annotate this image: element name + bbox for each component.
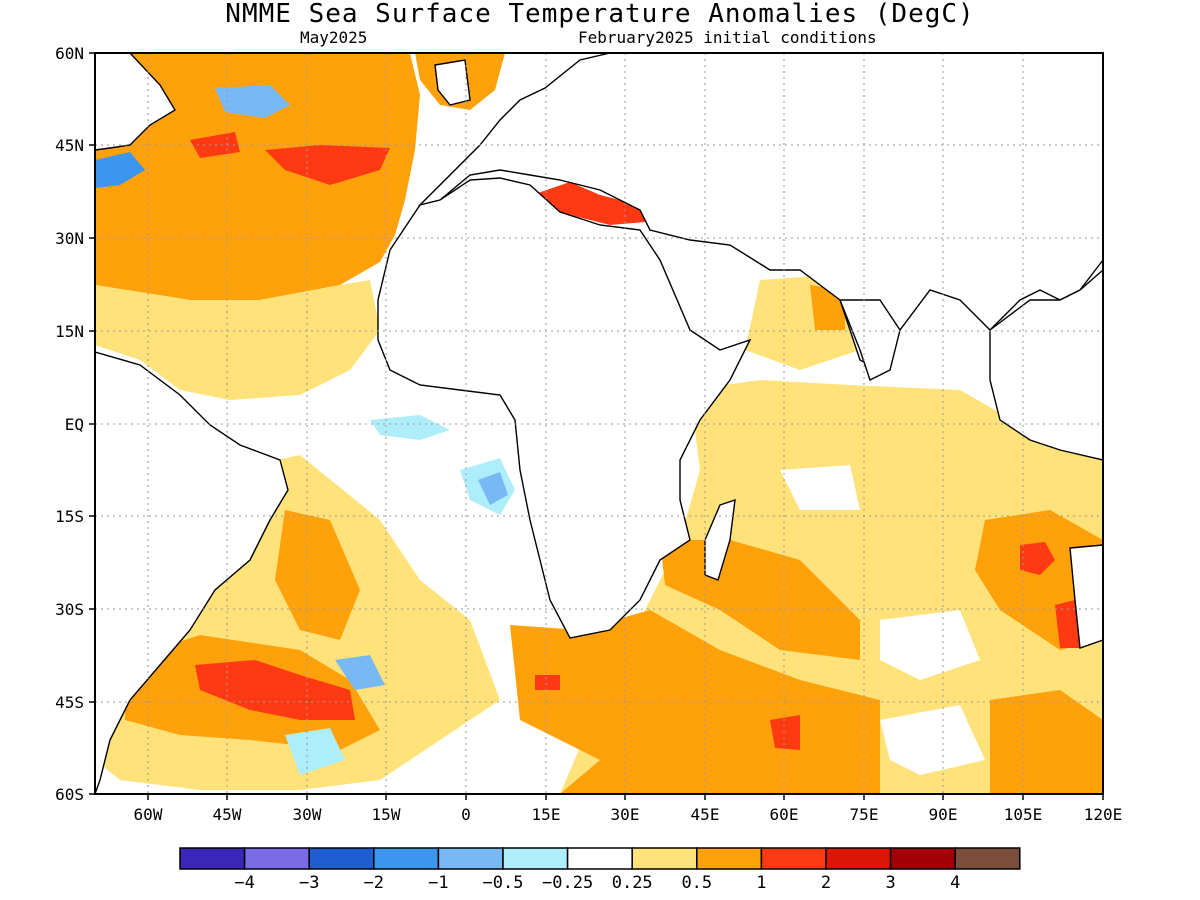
anomaly-region-southern-near-zero-2: [880, 705, 985, 775]
coastlines: [95, 53, 1103, 794]
colorbar-label: 0.5: [681, 873, 712, 893]
axis-ticks: [89, 52, 1104, 800]
anomaly-region-argentine-basin-strong: [195, 660, 355, 720]
anomaly-region-south-atlantic-cool-patch: [335, 655, 385, 690]
colorbar-swatch: [566, 847, 633, 870]
lon-label: 60E: [770, 805, 799, 824]
valid-month-label: May2025: [300, 28, 368, 47]
colorbar-label: 2: [821, 873, 831, 893]
anomaly-region-west-australia-strong: [1020, 542, 1055, 575]
colorbar-label: −4: [234, 873, 254, 893]
colorbar-swatch: [502, 847, 569, 870]
colorbar-swatch: [373, 847, 440, 870]
colorbar-label: 4: [950, 873, 960, 893]
lon-label: 75E: [850, 805, 879, 824]
colorbar-swatch: [308, 847, 375, 870]
lon-label: 45W: [213, 805, 242, 824]
land-south-america: [95, 351, 289, 794]
lat-label: 45S: [55, 693, 84, 712]
colorbar-swatch: [179, 847, 246, 870]
colorbar-swatch: [243, 847, 310, 870]
anomaly-fields: [95, 53, 1103, 794]
lat-label: 30S: [55, 600, 84, 619]
anomaly-region-north-atlantic: [95, 53, 420, 300]
lon-label: 30E: [611, 805, 640, 824]
lon-label: 15E: [532, 805, 561, 824]
land-southeast-asia: [989, 269, 1103, 461]
lon-label: 0: [461, 805, 471, 824]
map-title: NMME Sea Surface Temperature Anomalies (…: [225, 0, 975, 29]
colorbar-swatches: [179, 847, 1021, 870]
colorbar-swatch: [954, 847, 1021, 870]
anomaly-region-southern-ocean-strong: [770, 715, 800, 750]
anomaly-region-southeast-indian: [990, 690, 1103, 794]
lon-label: 60W: [134, 805, 163, 824]
lat-label: 60N: [55, 44, 84, 63]
lat-label: EQ: [65, 415, 84, 434]
lat-label: 45N: [55, 136, 84, 155]
anomaly-region-indian-ocean-near-zero: [780, 465, 860, 510]
lat-label: 60S: [55, 785, 84, 804]
anomaly-region-agulhas-strong: [535, 675, 560, 690]
lat-label: 15S: [55, 507, 84, 526]
latitude-labels: 60N 45N 30N 15N EQ 15S 30S 45S 60S: [55, 44, 84, 804]
land-australia: [1069, 544, 1103, 649]
colorbar-label: 1: [756, 873, 766, 893]
graticule: [95, 53, 1103, 794]
land-britain: [434, 59, 471, 106]
anomaly-region-north-atlantic-warm-core: [265, 145, 390, 185]
colorbar-label: −0.5: [483, 873, 524, 893]
colorbar-labels: −4 −3 −2 −1 −0.5 −0.25 0.25 0.5 1 2 3 4: [234, 873, 960, 893]
longitude-labels: 60W 45W 30W 15W 0 15E 30E 45E 60E 75E 90…: [134, 805, 1123, 824]
anomaly-region-south-atlantic-moderate: [275, 510, 360, 640]
colorbar: −4 −3 −2 −1 −0.5 −0.25 0.25 0.5 1 2 3 4: [179, 847, 1021, 893]
colorbar-label: −1: [428, 873, 448, 893]
colorbar-swatch: [825, 847, 892, 870]
lon-label: 120E: [1084, 805, 1123, 824]
lon-label: 30W: [293, 805, 322, 824]
initial-conditions-label: February2025 initial conditions: [578, 28, 877, 47]
anomaly-region-gulf-of-guinea-cool: [370, 415, 450, 440]
lon-label: 105E: [1004, 805, 1043, 824]
colorbar-label: 3: [885, 873, 895, 893]
lat-label: 15N: [55, 322, 84, 341]
lon-label: 45E: [691, 805, 720, 824]
anomaly-region-mediterranean: [532, 182, 645, 225]
anomaly-region-labrador-cool: [215, 85, 290, 118]
anomaly-region-south-atlantic-cool-patch-2: [285, 728, 345, 775]
land-africa: [377, 177, 752, 639]
lon-label: 15W: [372, 805, 401, 824]
colorbar-label: −3: [299, 873, 319, 893]
lon-label: 90E: [929, 805, 958, 824]
map-plot-area: 60N 45N 30N 15N EQ 15S 30S 45S 60S 60W 4…: [55, 44, 1122, 824]
anomaly-region-gulf-stream-cool: [95, 152, 145, 188]
colorbar-swatch: [437, 847, 504, 870]
anomaly-region-leeuwin-strong: [1055, 600, 1080, 648]
colorbar-swatch: [631, 847, 698, 870]
anomaly-region-southern-near-zero: [880, 610, 980, 680]
colorbar-swatch: [696, 847, 763, 870]
colorbar-label: −2: [364, 873, 384, 893]
colorbar-label: 0.25: [612, 873, 653, 893]
colorbar-swatch: [760, 847, 827, 870]
colorbar-label: −0.25: [542, 873, 593, 893]
colorbar-swatch: [889, 847, 956, 870]
land-north-america: [95, 53, 176, 151]
land-india: [838, 299, 901, 381]
lat-label: 30N: [55, 229, 84, 248]
anomaly-region-tropical-north-atlantic: [95, 280, 380, 400]
anomaly-region-south-atlantic-cool-core: [478, 472, 508, 505]
